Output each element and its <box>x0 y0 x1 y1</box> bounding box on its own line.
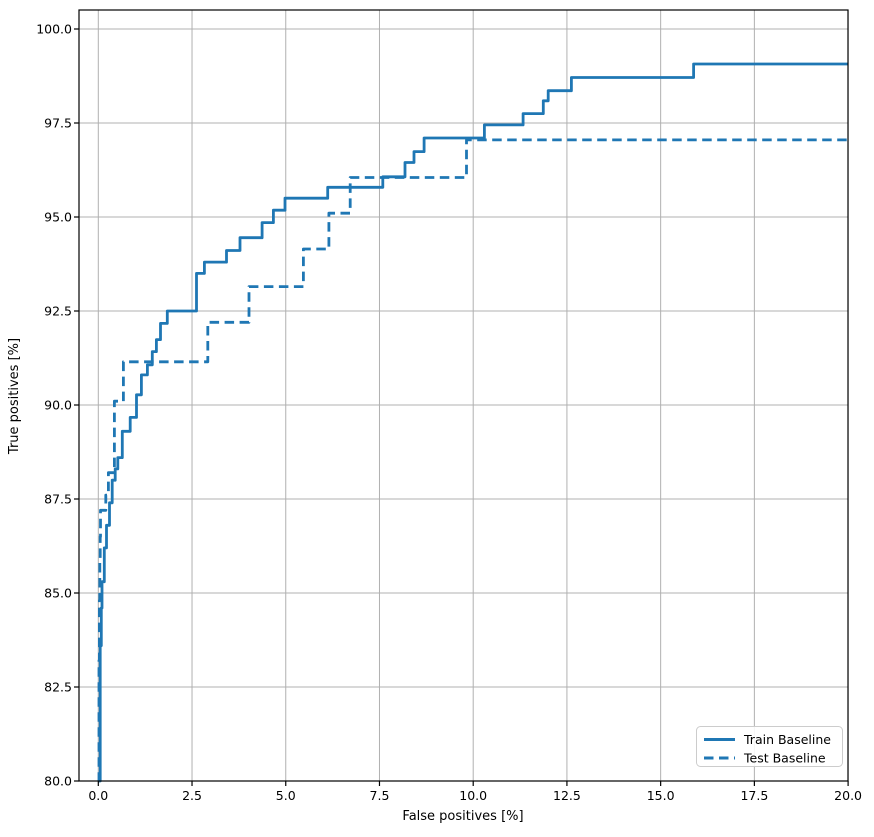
x-axis-label: False positives [%] <box>402 809 523 824</box>
train-baseline-curve <box>98 62 849 783</box>
y-tick-label: 85.0 <box>44 586 72 601</box>
x-tick-label: 17.5 <box>740 788 768 803</box>
x-tick-label: 5.0 <box>276 788 296 803</box>
plot-border <box>78 9 849 782</box>
x-tick-label: 15.0 <box>647 788 675 803</box>
y-tick-label: 100.0 <box>36 22 72 37</box>
y-tick-label: 97.5 <box>44 116 72 131</box>
x-tick-label: 0.0 <box>88 788 108 803</box>
y-tick-label: 82.5 <box>44 680 72 695</box>
y-tick-label: 87.5 <box>44 492 72 507</box>
y-tick-label: 92.5 <box>44 304 72 319</box>
legend-label-test: Test Baseline <box>743 751 826 766</box>
legend-label-train: Train Baseline <box>743 732 831 747</box>
y-tick-label: 90.0 <box>44 398 72 413</box>
tick-label-layer: 0.0 2.5 5.0 7.5 10.0 12.5 15.0 17.5 20.0 80.0 82.5… <box>36 22 862 804</box>
y-axis-label: True positives [%] <box>7 338 22 455</box>
grid-layer <box>79 10 849 782</box>
x-tick-label: 2.5 <box>182 788 202 803</box>
y-tick-label: 95.0 <box>44 210 72 225</box>
curves-layer <box>97 62 849 783</box>
test-baseline-curve <box>97 138 849 783</box>
x-tick-label: 10.0 <box>459 788 487 803</box>
y-tick-label: 80.0 <box>44 774 72 789</box>
x-tick-label: 7.5 <box>370 788 390 803</box>
tick-layer <box>74 28 849 786</box>
x-tick-label: 20.0 <box>834 788 862 803</box>
legend: Train Baseline Test Baseline <box>696 726 843 767</box>
legend-box <box>696 726 843 767</box>
x-tick-label: 12.5 <box>553 788 581 803</box>
